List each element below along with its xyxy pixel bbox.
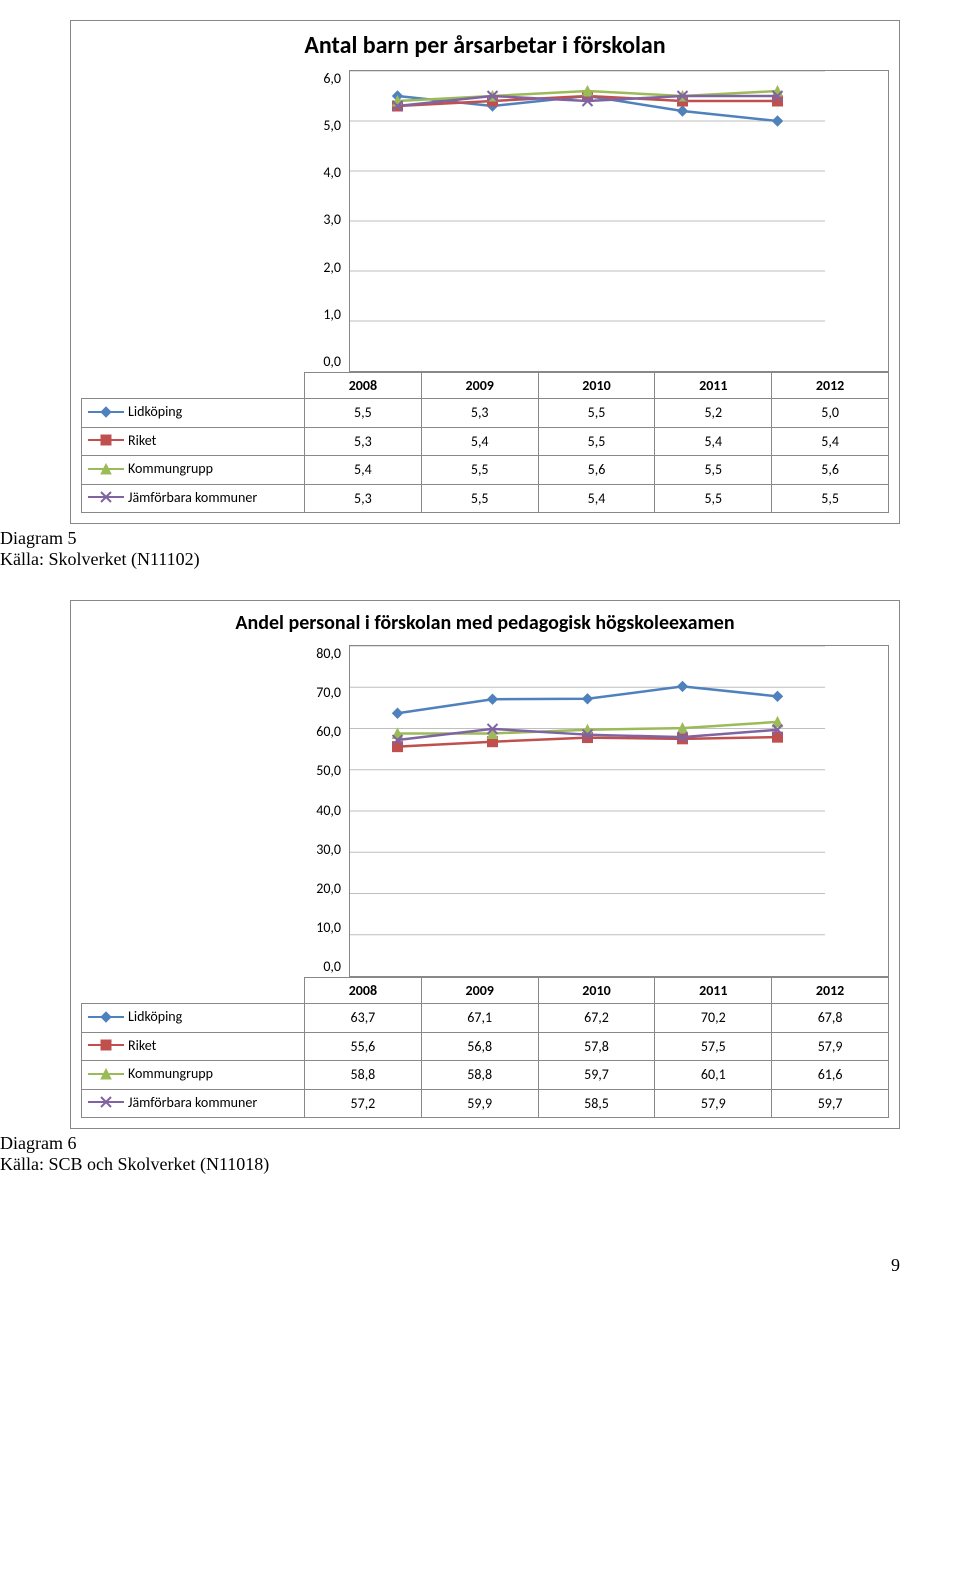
y-tick-label: 5,0 (323, 117, 341, 134)
chart-2-caption-line2: Källa: SCB och Skolverket (N11018) (0, 1154, 940, 1175)
series-legend-cell: Riket (82, 1032, 305, 1061)
y-tick-label: 3,0 (323, 211, 341, 228)
y-tick-label: 6,0 (323, 70, 341, 87)
y-tick-label: 10,0 (316, 919, 341, 936)
data-cell: 5,5 (305, 399, 422, 428)
chart-1-data-table: 20082009201020112012 Lidköping5,55,35,55… (81, 372, 889, 513)
series-name-label: Lidköping (128, 1008, 182, 1025)
chart-1-caption: Diagram 5 Källa: Skolverket (N11102) (0, 528, 940, 570)
y-tick-label: 80,0 (316, 645, 341, 662)
y-tick-label: 20,0 (316, 880, 341, 897)
data-cell: 67,2 (538, 1004, 655, 1033)
chart-1-y-axis: 6,0 5,0 4,0 3,0 2,0 1,0 0,0 (291, 70, 349, 370)
series-legend-cell: Kommungrupp (82, 1061, 305, 1090)
series-legend-cell: Jämförbara kommuner (82, 1089, 305, 1118)
chart-2-plot-area (349, 645, 889, 977)
chart-1-plot-area (349, 70, 889, 372)
chart-1-caption-line1: Diagram 5 (0, 528, 940, 549)
series-name-label: Jämförbara kommuner (128, 1094, 257, 1111)
page-number: 9 (0, 1255, 900, 1276)
y-tick-label: 4,0 (323, 164, 341, 181)
data-cell: 55,6 (305, 1032, 422, 1061)
chart-1-container: Antal barn per årsarbetar i förskolan 6,… (70, 20, 900, 524)
data-cell: 5,3 (421, 399, 538, 428)
category-header: 2011 (655, 373, 772, 399)
data-cell: 58,5 (538, 1089, 655, 1118)
chart-2-data-table: 20082009201020112012 Lidköping63,767,167… (81, 977, 889, 1118)
data-cell: 5,5 (421, 456, 538, 485)
series-legend-cell: Lidköping (82, 399, 305, 428)
y-tick-label: 50,0 (316, 762, 341, 779)
series-legend-cell: Jämförbara kommuner (82, 484, 305, 513)
data-cell: 5,2 (655, 399, 772, 428)
y-tick-label: 0,0 (323, 353, 341, 370)
chart-1-caption-line2: Källa: Skolverket (N11102) (0, 549, 940, 570)
series-legend-cell: Riket (82, 427, 305, 456)
chart-2-caption: Diagram 6 Källa: SCB och Skolverket (N11… (0, 1133, 940, 1175)
series-name-label: Lidköping (128, 403, 182, 420)
series-legend-cell: Lidköping (82, 1004, 305, 1033)
y-tick-label: 70,0 (316, 684, 341, 701)
category-header: 2009 (421, 978, 538, 1004)
category-header: 2008 (305, 373, 422, 399)
data-cell: 5,4 (421, 427, 538, 456)
data-cell: 5,5 (421, 484, 538, 513)
data-cell: 58,8 (421, 1061, 538, 1090)
category-header: 2012 (772, 978, 889, 1004)
y-tick-label: 30,0 (316, 841, 341, 858)
data-cell: 5,3 (305, 484, 422, 513)
y-tick-label: 2,0 (323, 259, 341, 276)
data-cell: 57,9 (772, 1032, 889, 1061)
chart-2-caption-line1: Diagram 6 (0, 1133, 940, 1154)
data-cell: 5,4 (655, 427, 772, 456)
data-cell: 61,6 (772, 1061, 889, 1090)
data-cell: 57,2 (305, 1089, 422, 1118)
y-tick-label: 0,0 (323, 958, 341, 975)
data-cell: 59,9 (421, 1089, 538, 1118)
data-cell: 63,7 (305, 1004, 422, 1033)
series-name-label: Kommungrupp (128, 1065, 213, 1082)
data-cell: 5,5 (538, 427, 655, 456)
series-name-label: Jämförbara kommuner (128, 489, 257, 506)
data-cell: 70,2 (655, 1004, 772, 1033)
data-cell: 59,7 (538, 1061, 655, 1090)
data-cell: 5,5 (655, 456, 772, 485)
data-cell: 5,6 (772, 456, 889, 485)
data-cell: 57,5 (655, 1032, 772, 1061)
category-header: 2009 (421, 373, 538, 399)
data-cell: 5,4 (305, 456, 422, 485)
series-name-label: Riket (128, 1037, 156, 1054)
data-cell: 67,8 (772, 1004, 889, 1033)
y-tick-label: 60,0 (316, 723, 341, 740)
data-cell: 5,5 (772, 484, 889, 513)
chart-1-title: Antal barn per årsarbetar i förskolan (81, 31, 889, 60)
y-tick-label: 40,0 (316, 802, 341, 819)
series-name-label: Riket (128, 432, 156, 449)
data-cell: 56,8 (421, 1032, 538, 1061)
data-cell: 60,1 (655, 1061, 772, 1090)
data-cell: 58,8 (305, 1061, 422, 1090)
data-cell: 5,3 (305, 427, 422, 456)
data-cell: 5,6 (538, 456, 655, 485)
y-tick-label: 1,0 (323, 306, 341, 323)
data-cell: 5,4 (772, 427, 889, 456)
data-cell: 57,8 (538, 1032, 655, 1061)
chart-2-title: Andel personal i förskolan med pedagogis… (81, 611, 889, 635)
data-cell: 5,0 (772, 399, 889, 428)
data-cell: 59,7 (772, 1089, 889, 1118)
data-cell: 67,1 (421, 1004, 538, 1033)
data-cell: 57,9 (655, 1089, 772, 1118)
category-header: 2010 (538, 978, 655, 1004)
series-name-label: Kommungrupp (128, 460, 213, 477)
category-header: 2012 (772, 373, 889, 399)
category-header: 2010 (538, 373, 655, 399)
series-legend-cell: Kommungrupp (82, 456, 305, 485)
chart-2-y-axis: 80,0 70,0 60,0 50,0 40,0 30,0 20,0 10,0 0,0 (291, 645, 349, 975)
category-header: 2008 (305, 978, 422, 1004)
data-cell: 5,4 (538, 484, 655, 513)
data-cell: 5,5 (655, 484, 772, 513)
chart-2-container: Andel personal i förskolan med pedagogis… (70, 600, 900, 1129)
category-header: 2011 (655, 978, 772, 1004)
data-cell: 5,5 (538, 399, 655, 428)
